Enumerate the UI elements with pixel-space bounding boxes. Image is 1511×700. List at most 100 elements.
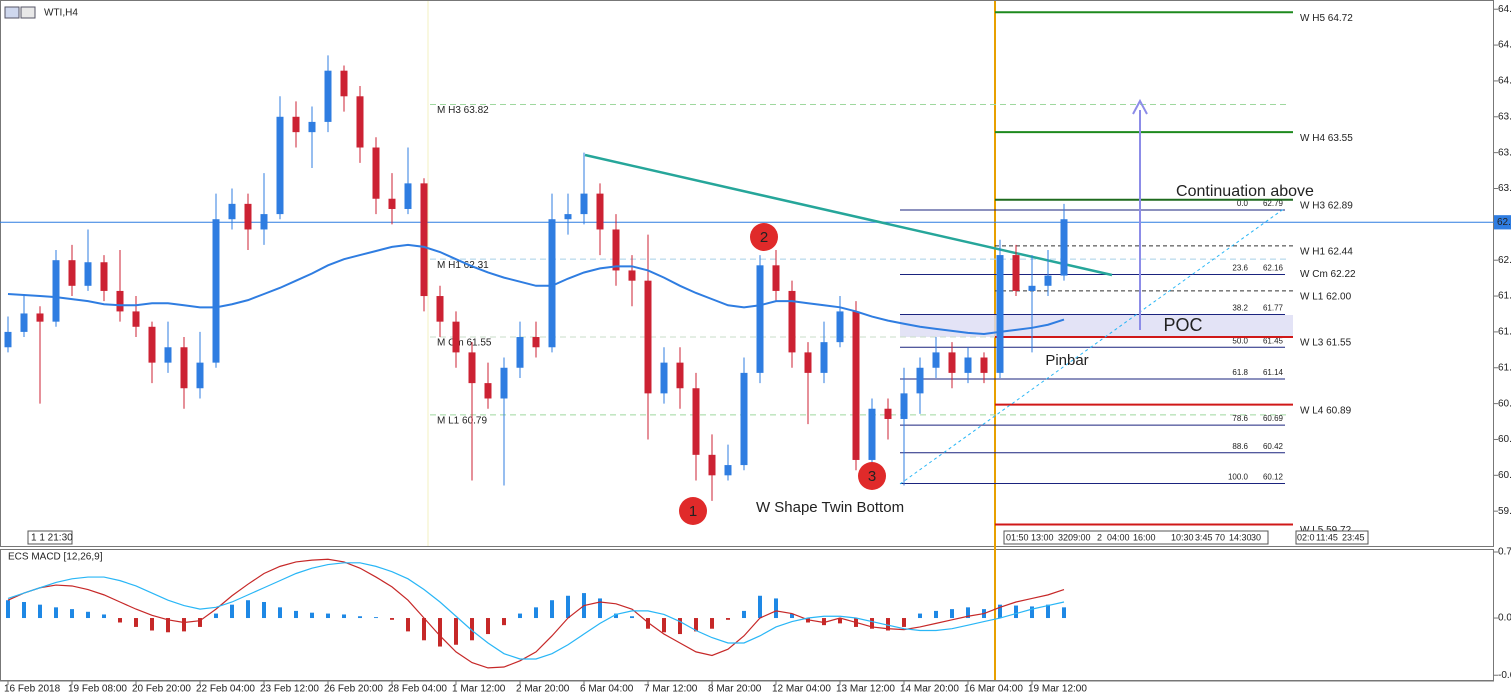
candle-body [836, 311, 844, 343]
x-tick-label: 23 Feb 12:00 [260, 684, 319, 695]
y-tick-label: 64.75 [1498, 4, 1511, 15]
x-tick-label: 1 Mar 12:00 [452, 684, 506, 695]
monthly-level-label: M H1 62.31 [437, 260, 489, 271]
x-tick-label: 6 Mar 04:00 [580, 684, 634, 695]
macd-bar [406, 618, 410, 632]
macd-bar [758, 595, 762, 619]
candle-body [276, 116, 284, 215]
x-tick-label: 28 Feb 04:00 [388, 684, 447, 695]
marker-label: 3 [868, 468, 876, 485]
macd-bar [422, 618, 426, 641]
candle-body [756, 265, 764, 373]
y-tick-label: 61.60 [1498, 327, 1511, 338]
macd-bar [630, 616, 634, 619]
macd-bar [166, 618, 170, 633]
macd-bar [182, 618, 186, 632]
trendline [584, 153, 1113, 277]
monthly-level-label: M Cm 61.55 [437, 338, 492, 349]
fib-level-label: 0.0 [1237, 199, 1249, 208]
candle-body [52, 260, 60, 322]
weekly-level-label: W Cm 62.22 [1300, 269, 1356, 280]
candle-body [148, 326, 156, 363]
macd-bar [278, 607, 282, 619]
time-box [1295, 530, 1369, 545]
macd-bar [822, 618, 826, 626]
arrow-head [1132, 98, 1148, 115]
macd-bar [310, 612, 314, 619]
x-tick-label: 19 Feb 08:00 [68, 684, 127, 695]
candle-body [1012, 255, 1020, 291]
fib-price-label: 61.14 [1263, 368, 1284, 377]
candle-body [372, 147, 380, 199]
candle-body [516, 337, 524, 368]
candle-body [452, 321, 460, 353]
candle-body [676, 362, 684, 389]
macd-bar [70, 609, 74, 619]
monthly-level-label: M H3 63.82 [437, 105, 489, 116]
candle-body [212, 219, 220, 363]
candle-body [36, 313, 44, 322]
macd-bar [1062, 607, 1066, 619]
macd-bar [326, 613, 330, 619]
x-tick-label: 7 Mar 12:00 [644, 684, 698, 695]
fib-price-label: 60.42 [1263, 442, 1284, 451]
time-box [1003, 530, 1269, 545]
candle-body [68, 260, 76, 286]
candle-body [644, 280, 652, 394]
candle-body [116, 290, 124, 312]
time-mark: 70 [1215, 532, 1225, 542]
macd-bar [742, 610, 746, 619]
time-mark: 02:0 [1297, 532, 1315, 542]
candle-body [4, 331, 12, 348]
candle-body [180, 347, 188, 389]
fib-level-label: 23.6 [1232, 264, 1248, 273]
candle-body [548, 219, 556, 348]
current-price-label: 62.67 [1497, 217, 1511, 228]
macd-bar [86, 611, 90, 619]
y-tick-label: 61.25 [1498, 362, 1511, 373]
macd-bar [998, 604, 1002, 619]
macd-bar [390, 618, 394, 620]
candle-body [820, 342, 828, 373]
y-tick-label: 59.85 [1498, 506, 1511, 517]
candle-body [324, 70, 332, 122]
weekly-level-label: W H4 63.55 [1300, 133, 1353, 144]
candle-body [436, 296, 444, 322]
candle-body [84, 262, 92, 286]
candle-body [580, 193, 588, 215]
macd-bar [358, 616, 362, 619]
time-mark: 13:00 [1031, 532, 1054, 542]
macd-bar [918, 613, 922, 619]
macd-bar [710, 618, 714, 629]
candle-body [244, 203, 252, 230]
price-panel-frame [0, 0, 1494, 547]
macd-bar [726, 618, 730, 620]
macd-bar [150, 618, 154, 631]
y-tick-label: 64.40 [1498, 40, 1511, 51]
y-tick-label: 0.0000 [1498, 613, 1511, 624]
macd-bar [678, 618, 682, 635]
candle-body [980, 357, 988, 373]
macd-bar [118, 618, 122, 623]
macd-bar [694, 618, 698, 632]
weekly-level-label: W L3 61.55 [1300, 338, 1352, 349]
macd-bar [134, 618, 138, 627]
candle-body [948, 352, 956, 373]
x-tick-label: 20 Feb 20:00 [132, 684, 191, 695]
macd-line [7, 558, 1065, 669]
macd-bar [342, 614, 346, 619]
macd-bar [534, 607, 538, 619]
candle-body [740, 372, 748, 466]
annotation: W Shape Twin Bottom [756, 499, 904, 516]
candle-body [884, 408, 892, 419]
y-tick-label: 60.20 [1498, 470, 1511, 481]
y-tick-label: 63.00 [1498, 183, 1511, 194]
candle-body [20, 313, 28, 332]
candle-body [868, 408, 876, 460]
annotation: Pinbar [1045, 352, 1088, 369]
macd-bar [886, 618, 890, 631]
time-mark: 16:00 [1133, 532, 1156, 542]
macd-bar [230, 604, 234, 619]
macd-bar [246, 600, 250, 619]
